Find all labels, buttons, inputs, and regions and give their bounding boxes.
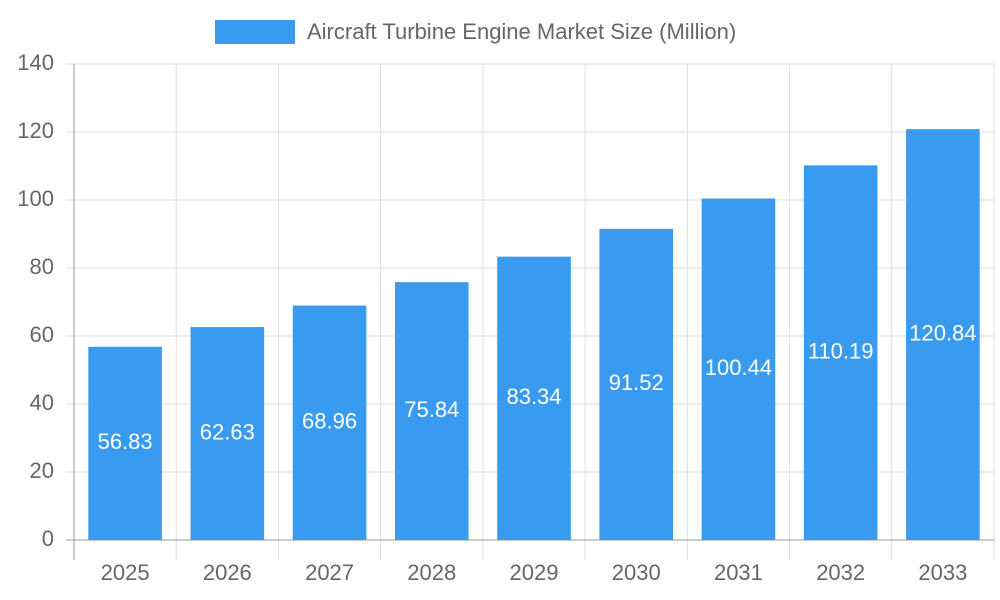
value-label: 75.84 [404,397,459,422]
y-tick-label: 20 [30,458,54,483]
x-tick-label: 2029 [510,560,559,585]
x-tick-label: 2027 [305,560,354,585]
x-tick-label: 2025 [101,560,150,585]
value-label: 56.83 [98,429,153,454]
y-tick-label: 0 [42,526,54,551]
y-tick-label: 100 [17,186,54,211]
y-tick-label: 60 [30,322,54,347]
bar [497,256,571,540]
value-label: 68.96 [302,409,357,434]
value-label: 110.19 [808,338,874,363]
bar [701,198,776,540]
bar [88,346,162,540]
value-label: 83.34 [506,384,561,409]
x-tick-label: 2026 [203,560,252,585]
value-label: 62.63 [200,419,255,444]
y-tick-label: 40 [30,390,54,415]
bar [906,129,980,541]
x-tick-label: 2028 [407,560,456,585]
y-tick-label: 140 [17,50,54,75]
legend-label: Aircraft Turbine Engine Market Size (Mil… [307,19,736,44]
bar [292,305,367,540]
value-label: 91.52 [609,370,664,395]
x-tick-label: 2031 [714,560,763,585]
bar [394,282,469,540]
y-tick-label: 80 [30,254,54,279]
bar [190,327,265,540]
y-tick-label: 120 [17,118,54,143]
legend-swatch [215,20,295,44]
x-tick-label: 2030 [612,560,661,585]
value-label: 120.84 [909,320,976,345]
bar [599,228,674,540]
bar [803,165,878,540]
x-tick-label: 2033 [918,560,967,585]
x-tick-label: 2032 [816,560,865,585]
value-label: 100.44 [705,355,772,380]
